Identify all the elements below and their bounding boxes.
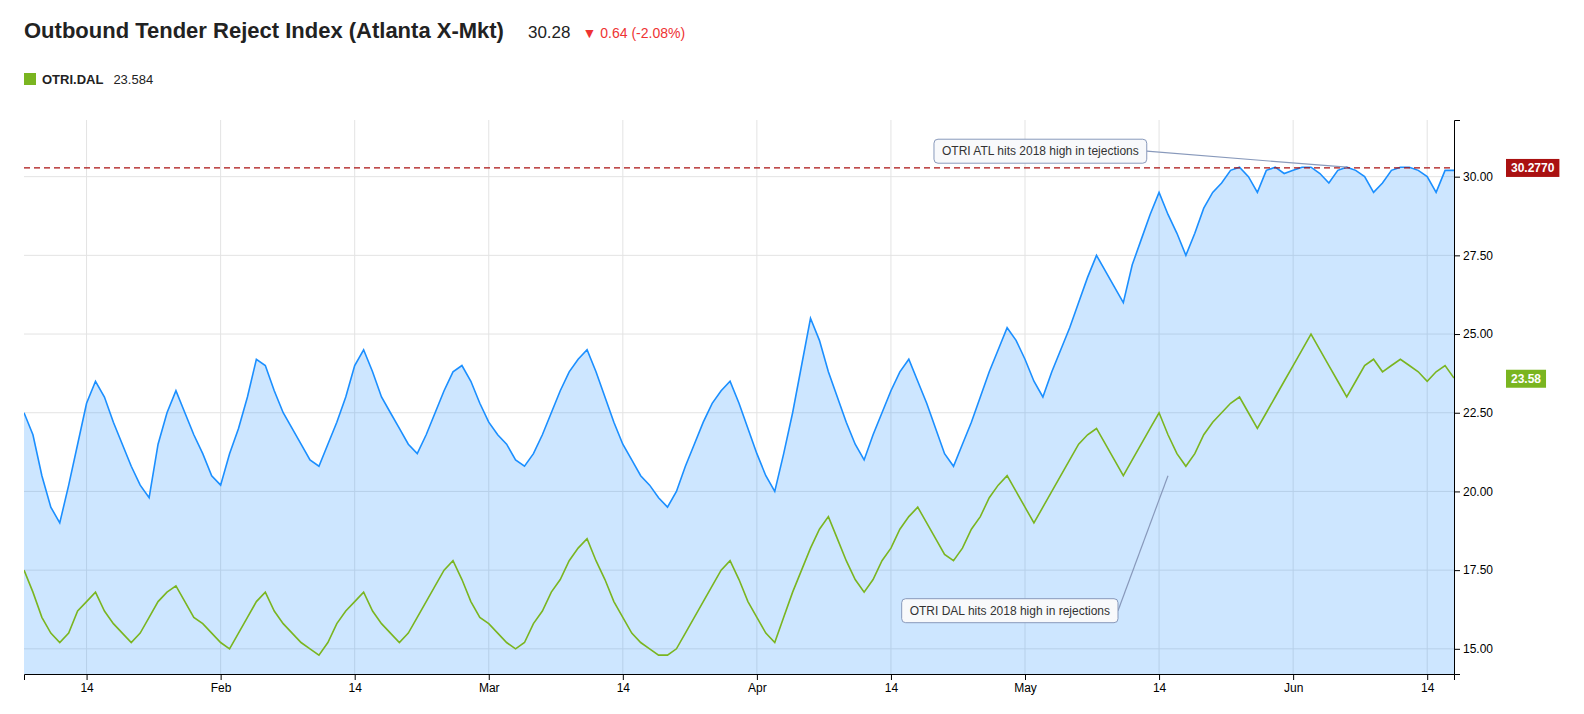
x-tick-mark (757, 674, 758, 680)
header: Outbound Tender Reject Index (Atlanta X-… (24, 18, 685, 43)
y-tick-mark (1454, 570, 1460, 571)
last-value-tag-text: 23.58 (1511, 372, 1541, 386)
y-tick-label: 25.00 (1463, 327, 1493, 341)
x-axis-line (25, 675, 1455, 681)
x-tick: Jun (1284, 674, 1303, 695)
annotation: OTRI ATL hits 2018 high in tejections (934, 139, 1347, 167)
x-tick-label: Feb (211, 681, 232, 695)
x-tick: 14 (1153, 674, 1167, 695)
reference-value-tag: 30.2770 (1506, 159, 1559, 177)
y-axis: 15.00 17.50 20.00 22.50 25.00 27.50 30.00 (1454, 121, 1493, 675)
annotation-box (902, 599, 1118, 623)
y-tick: 25.00 (1454, 327, 1493, 341)
reference-value-tag-box (1506, 159, 1559, 177)
y-tick-mark (1454, 255, 1460, 256)
x-tick-mark (87, 674, 88, 680)
y-tick: 30.00 (1454, 170, 1493, 184)
reference-value-tag-text: 30.2770 (1511, 161, 1555, 175)
last-value-tag: 23.58 (1506, 370, 1546, 388)
title-change: ▼ 0.64 (-2.08%) (583, 25, 686, 41)
x-tick-label: 14 (885, 681, 899, 695)
x-tick-label: Jun (1284, 681, 1303, 695)
legend-value: 23.584 (113, 72, 153, 87)
annotations: OTRI ATL hits 2018 high in tejections OTR… (902, 139, 1347, 622)
chart: Outbound Tender Reject Index (Atlanta X-… (0, 0, 1584, 714)
plot-area: 14 Feb 14 Mar 14 Apr 14 May 14 Jun 14 15.00 17.50 20.… (24, 120, 1559, 695)
x-tick-mark (489, 674, 490, 680)
x-tick-mark (891, 674, 892, 680)
x-tick-label: May (1014, 681, 1037, 695)
x-tick-label: Mar (479, 681, 500, 695)
y-tick: 27.50 (1454, 249, 1493, 263)
x-tick-mark (355, 674, 356, 680)
x-tick: May (1014, 674, 1037, 695)
legend-swatch (24, 73, 36, 85)
reference-line (24, 167, 1454, 168)
x-tick-label: 14 (1421, 681, 1435, 695)
annotation-leader (1118, 476, 1168, 611)
x-tick-mark (1159, 674, 1160, 680)
x-tick: 14 (80, 674, 94, 695)
y-tick: 20.00 (1454, 485, 1493, 499)
y-tick-mark (1454, 334, 1460, 335)
title: Outbound Tender Reject Index (Atlanta X-… (24, 18, 504, 43)
x-tick-mark (1293, 674, 1294, 680)
x-tick: Apr (748, 674, 767, 695)
x-tick-label: Apr (748, 681, 767, 695)
x-tick: Feb (211, 674, 232, 695)
y-tick-label: 27.50 (1463, 249, 1493, 263)
legend-item: OTRI.DAL 23.584 (24, 72, 153, 87)
marks (24, 167, 1454, 674)
annotation-box (934, 139, 1147, 163)
y-tick: 15.00 (1454, 642, 1493, 656)
title-value: 30.28 (528, 23, 571, 42)
y-tick-mark (1454, 177, 1460, 178)
x-axis: 14 Feb 14 Mar 14 Apr 14 May 14 Jun 14 (25, 674, 1455, 695)
annotation-text: OTRI ATL hits 2018 high in tejections (942, 144, 1139, 158)
series-line (24, 167, 1454, 523)
y-tick: 22.50 (1454, 406, 1493, 420)
x-tick-mark (1427, 674, 1428, 680)
y-tick: 17.50 (1454, 563, 1493, 577)
x-tick: 14 (885, 674, 899, 695)
y-axis-line (1455, 121, 1461, 675)
series-line (24, 334, 1454, 655)
series-area (24, 167, 1454, 674)
y-tick-label: 15.00 (1463, 642, 1493, 656)
x-tick-mark (221, 674, 222, 680)
y-tick-label: 30.00 (1463, 170, 1493, 184)
x-tick-label: 14 (1153, 681, 1167, 695)
y-tick-mark (1454, 649, 1460, 650)
x-tick: 14 (617, 674, 631, 695)
y-tick-label: 22.50 (1463, 406, 1493, 420)
x-tick-label: 14 (80, 681, 94, 695)
annotation-leader (1147, 151, 1347, 167)
annotation: OTRI DAL hits 2018 high in rejections (902, 476, 1168, 623)
last-value-tag-box (1506, 370, 1546, 388)
y-tick-mark (1454, 491, 1460, 492)
y-tick-label: 20.00 (1463, 485, 1493, 499)
x-tick-label: 14 (617, 681, 631, 695)
grid (24, 120, 1454, 674)
legend-label: OTRI.DAL (42, 72, 103, 87)
x-tick: 14 (1421, 674, 1435, 695)
x-tick-mark (1025, 674, 1026, 680)
y-tick-mark (1454, 413, 1460, 414)
x-tick: 14 (349, 674, 363, 695)
annotation-text: OTRI DAL hits 2018 high in rejections (910, 604, 1110, 618)
y-tick-label: 17.50 (1463, 563, 1493, 577)
x-tick-label: 14 (349, 681, 363, 695)
x-tick: Mar (479, 674, 500, 695)
legend: OTRI.DAL 23.584 (24, 72, 153, 87)
x-tick-mark (623, 674, 624, 680)
